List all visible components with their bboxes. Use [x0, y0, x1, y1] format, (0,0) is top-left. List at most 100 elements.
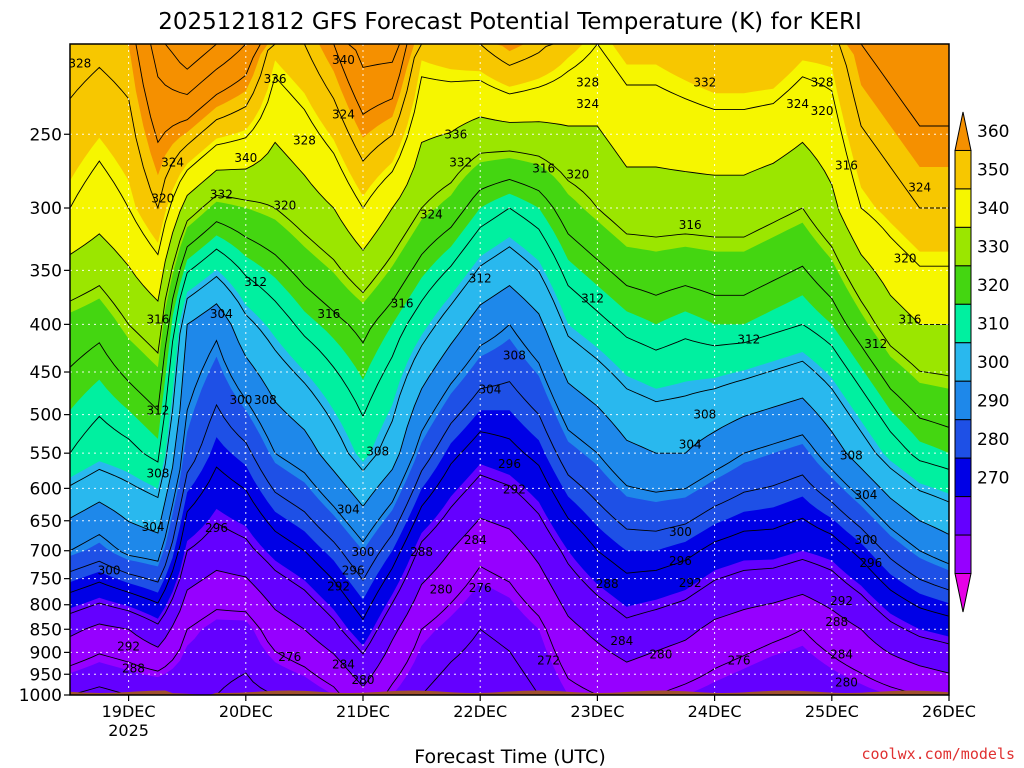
- contour-label: 320: [894, 252, 917, 266]
- x-axis-label: Forecast Time (UTC): [414, 746, 605, 768]
- contour-label: 316: [391, 297, 414, 311]
- contour-label: 336: [264, 72, 287, 86]
- contour-label: 324: [161, 155, 184, 169]
- contour-label: 296: [498, 457, 521, 471]
- contour-288: [70, 431, 949, 621]
- contour-304: [70, 246, 949, 503]
- contour-label: 280: [352, 673, 375, 687]
- contour-label: 324: [576, 97, 599, 111]
- contour-label: 312: [864, 337, 887, 351]
- contour-label: 304: [855, 488, 878, 502]
- y-tick-label: 450: [30, 363, 62, 383]
- contour-label: 288: [596, 577, 619, 591]
- contour-label: 312: [581, 291, 604, 305]
- colorbar: 360 350 340 330 320 310 300 290 280 270: [954, 111, 1009, 613]
- contour-label: 320: [151, 191, 174, 205]
- y-tick-label: 800: [30, 596, 62, 616]
- contour-label: 292: [503, 483, 526, 497]
- contour-label: 312: [244, 275, 267, 289]
- colorbar-band: [954, 419, 972, 459]
- y-tick-label: 550: [30, 444, 62, 464]
- contour-label: 308: [146, 466, 169, 480]
- colorbar-label: 310: [977, 315, 1009, 335]
- colorbar-label: 300: [977, 353, 1009, 373]
- contour-label: 276: [469, 581, 492, 595]
- contour-label: 304: [679, 437, 702, 451]
- colorbar-band: [954, 342, 972, 382]
- contour-272: [70, 628, 949, 695]
- x-tick-label: 23DEC: [570, 702, 624, 721]
- contour-label: 316: [532, 161, 555, 175]
- x-tick-label: 21DEC: [336, 702, 390, 721]
- plot-frame: [69, 43, 950, 696]
- contour-292: [70, 381, 949, 591]
- contour-label: 288: [122, 662, 145, 676]
- y-tick-label: 600: [30, 479, 62, 499]
- x-tick-label: 25DEC: [805, 702, 859, 721]
- y-tick-label: 650: [30, 512, 62, 532]
- contour-label: 292: [830, 594, 853, 608]
- contour-label: 316: [146, 312, 169, 326]
- y-tick-label: 400: [30, 315, 62, 335]
- colorbar-band: [954, 496, 972, 536]
- terrain-ground: [70, 690, 949, 695]
- colorbar-label: 340: [977, 199, 1009, 219]
- colorbar-band: [954, 265, 972, 305]
- x-tick-label: 20DEC: [219, 702, 273, 721]
- contour-label: 284: [610, 634, 633, 648]
- contour-label: 308: [503, 349, 526, 363]
- contour-label: 312: [146, 404, 169, 418]
- contour-312: [70, 179, 949, 428]
- contour-label: 324: [420, 208, 443, 222]
- y-tick-label: 700: [30, 542, 62, 562]
- contour-label: 320: [811, 104, 834, 118]
- contour-label: 308: [366, 445, 389, 459]
- contour-label: 304: [479, 383, 502, 397]
- contour-label: 296: [669, 554, 692, 568]
- contour-label: 324: [908, 180, 931, 194]
- contour-label: 324: [786, 97, 809, 111]
- contour-label: 340: [332, 53, 355, 67]
- contour-label: 328: [811, 76, 834, 90]
- chart-title: 2025121812 GFS Forecast Potential Temper…: [158, 9, 862, 35]
- contour-280: [70, 517, 949, 688]
- colorbar-label: 270: [977, 468, 1009, 488]
- contour-label: 312: [737, 332, 760, 346]
- contour-label: 312: [469, 271, 492, 285]
- contour-label: 296: [205, 521, 228, 535]
- fill-band-320: [70, 44, 949, 325]
- x-tick-label: 19DEC: [102, 702, 156, 721]
- contour-label: 320: [273, 198, 296, 212]
- contour-label: 284: [464, 533, 487, 547]
- contour-label: 280: [430, 582, 453, 596]
- colorbar-label: 290: [977, 391, 1009, 411]
- contour-label: 316: [835, 158, 858, 172]
- y-tick-label: 850: [30, 620, 62, 640]
- contour-label: 332: [210, 187, 233, 201]
- y-tick-label: 500: [30, 406, 62, 426]
- contour-label: 296: [859, 556, 882, 570]
- x-tick-sublabel: 2025: [108, 721, 149, 740]
- contour-label: 296: [342, 563, 365, 577]
- temperature-fill-bands: [70, 44, 949, 695]
- colorbar-label: 330: [977, 238, 1009, 258]
- contour-label: 284: [332, 657, 355, 671]
- colorbar-band: [954, 188, 972, 228]
- contour-label: 332: [449, 155, 472, 169]
- colorbar-label: 320: [977, 276, 1009, 296]
- contour-label: 340: [234, 151, 257, 165]
- contour-label: 328: [68, 57, 91, 71]
- colorbar-band: [954, 111, 972, 151]
- x-tick-label: 24DEC: [688, 702, 742, 721]
- contour-label: 304: [142, 520, 165, 534]
- colorbar-band: [954, 380, 972, 421]
- y-tick-label: 350: [30, 261, 62, 281]
- colorbar-band: [954, 534, 972, 575]
- credit-link[interactable]: coolwx.com/models: [861, 745, 1015, 763]
- x-tick-label: 22DEC: [453, 702, 507, 721]
- contour-label: 316: [317, 307, 340, 321]
- contour-label: 292: [679, 576, 702, 590]
